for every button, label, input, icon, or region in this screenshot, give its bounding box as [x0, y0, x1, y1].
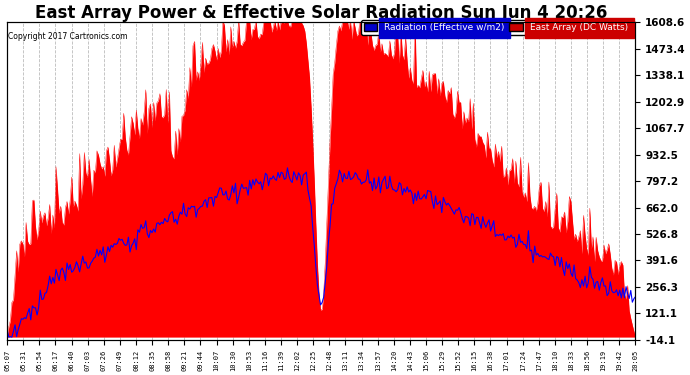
Title: East Array Power & Effective Solar Radiation Sun Jun 4 20:26: East Array Power & Effective Solar Radia…	[35, 4, 607, 22]
Legend: Radiation (Effective w/m2), East Array (DC Watts): Radiation (Effective w/m2), East Array (…	[361, 21, 631, 35]
Text: Copyright 2017 Cartronics.com: Copyright 2017 Cartronics.com	[8, 32, 128, 41]
